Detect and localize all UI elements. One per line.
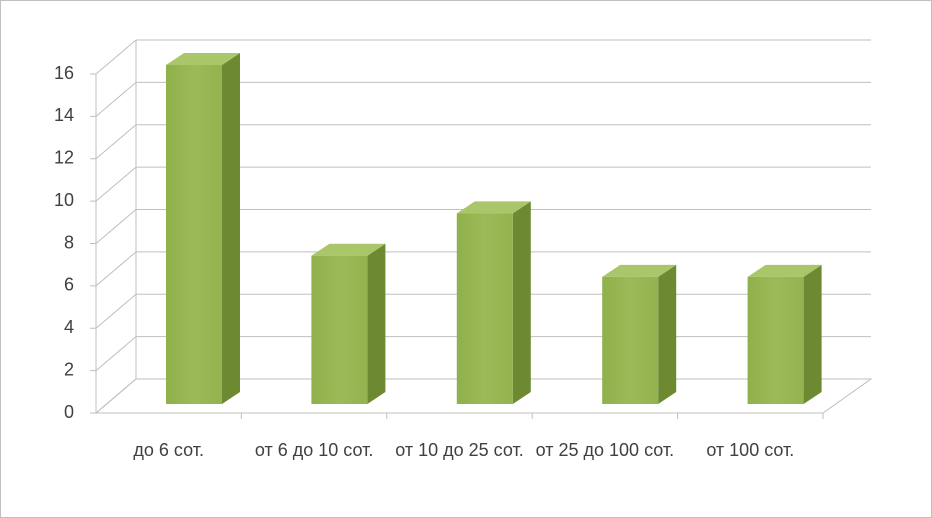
bar-top xyxy=(166,53,240,65)
bar-top xyxy=(747,264,822,277)
y-tick-label: 6 xyxy=(64,275,74,295)
x-tick-label: от 10 до 25 сот. xyxy=(395,440,524,460)
bar-side xyxy=(512,201,531,404)
grid-line xyxy=(95,336,137,372)
bar-side xyxy=(658,264,677,404)
bar xyxy=(311,255,368,404)
grid-line xyxy=(95,209,137,244)
bar-top xyxy=(456,201,531,214)
bar xyxy=(747,276,804,404)
bar-side xyxy=(803,264,822,404)
grid-line xyxy=(95,378,137,414)
grid-line xyxy=(95,124,137,160)
bar-side xyxy=(222,53,240,404)
x-tick-label: от 25 до 100 сот. xyxy=(535,440,675,460)
grid-line xyxy=(95,293,137,329)
y-tick-label: 0 xyxy=(64,402,74,422)
y-tick-label: 2 xyxy=(64,359,74,379)
grid-line xyxy=(95,39,137,75)
bar xyxy=(602,276,659,404)
y-tick-label: 4 xyxy=(64,317,74,337)
x-tick-label: от 6 до 10 сот. xyxy=(254,440,374,460)
y-tick-label: 10 xyxy=(54,190,74,210)
x-tick-label: от 100 сот. xyxy=(706,440,795,460)
bar xyxy=(166,65,222,404)
bar-top xyxy=(602,264,677,277)
grid-line xyxy=(95,166,137,202)
y-tick-label: 16 xyxy=(54,63,74,83)
grid-line xyxy=(95,251,137,287)
bar-side xyxy=(367,243,386,404)
bar xyxy=(456,213,513,404)
y-tick-label: 8 xyxy=(64,232,74,252)
x-tick-label: до 6 сот. xyxy=(133,440,204,460)
bar-top xyxy=(311,243,386,256)
grid-line xyxy=(95,81,137,117)
y-tick-label: 14 xyxy=(54,105,74,125)
y-tick-label: 12 xyxy=(54,148,74,168)
